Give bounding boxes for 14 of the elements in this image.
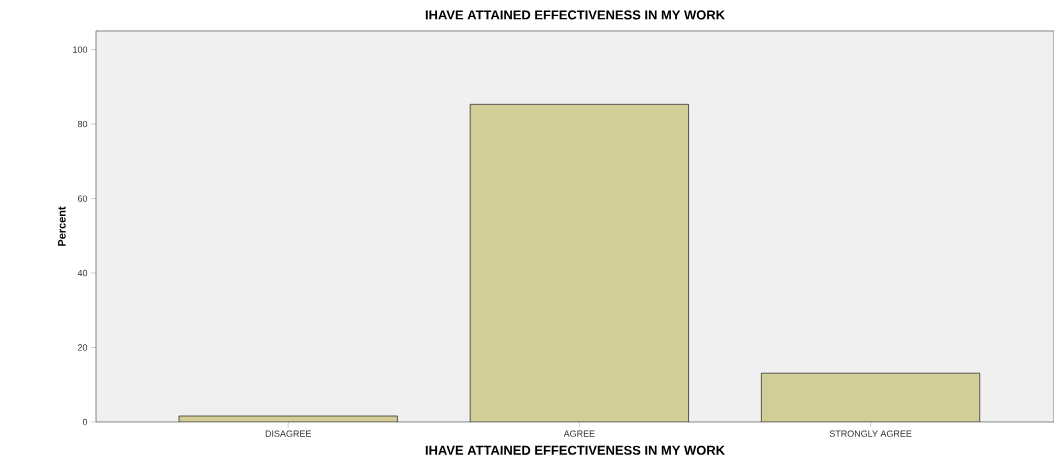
y-axis-title: Percent — [58, 206, 66, 246]
x-tick-label: DISAGREE — [265, 430, 311, 437]
y-tick-label: 0 — [82, 418, 88, 426]
bar — [469, 103, 689, 422]
y-tick-label: 60 — [77, 195, 88, 202]
y-tick-label: 40 — [77, 269, 88, 277]
y-tick-label: 80 — [77, 120, 88, 128]
x-axis-title: IHAVE ATTAINED EFFECTIVENESS IN MY WORK — [425, 445, 725, 455]
chart-title: IHAVE ATTAINED EFFECTIVENESS IN MY WORK — [425, 10, 725, 20]
x-tick-label: STRONGLY AGREE — [829, 430, 912, 437]
y-tick-label: 100 — [73, 46, 88, 53]
bar — [760, 372, 981, 422]
y-tick-label: 20 — [77, 344, 88, 351]
x-tick-label: AGREE — [563, 430, 595, 437]
